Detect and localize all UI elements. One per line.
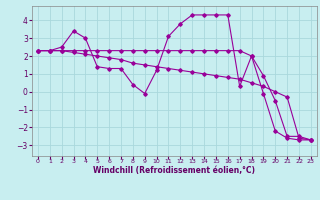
X-axis label: Windchill (Refroidissement éolien,°C): Windchill (Refroidissement éolien,°C) bbox=[93, 166, 255, 175]
